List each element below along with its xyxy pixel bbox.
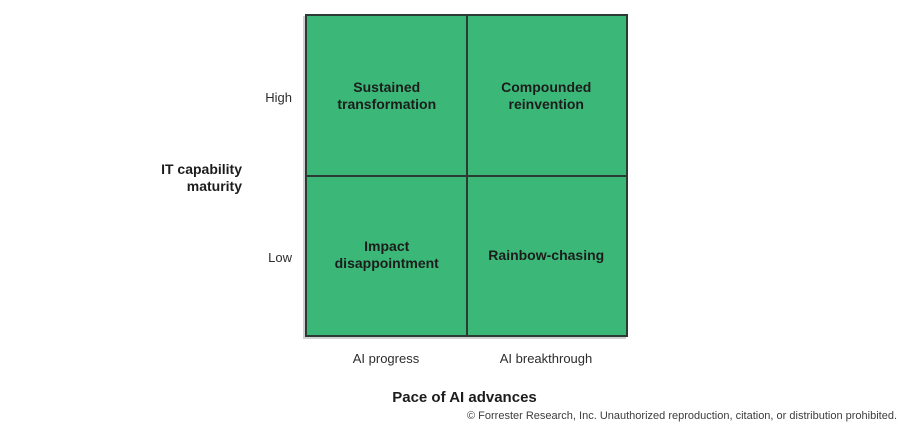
x-axis-title: Pace of AI advances	[392, 389, 537, 406]
quadrant-top-left-label: Sustained transformation	[337, 78, 437, 112]
y-axis-tick-high: High	[265, 90, 292, 105]
quadrant-matrix: Sustained transformation Compounded rein…	[305, 14, 628, 337]
quadrant-top-right: Compounded reinvention	[467, 16, 627, 176]
quadrant-top-right-label: Compounded reinvention	[501, 78, 592, 112]
x-axis-tick-left: AI progress	[352, 351, 420, 366]
horizontal-divider-line	[307, 174, 626, 177]
quadrant-top-left: Sustained transformation	[307, 16, 467, 176]
y-axis-tick-low: Low	[268, 250, 292, 265]
y-axis-title: IT capability maturity	[161, 161, 242, 194]
quadrant-bottom-left: Impact disappointment	[307, 176, 467, 336]
quadrant-bottom-left-label: Impact disappointment	[334, 238, 439, 272]
quadrant-bottom-right-label: Rainbow-chasing	[488, 246, 605, 263]
quadrant-bottom-right: Rainbow-chasing	[467, 176, 627, 336]
x-axis-tick-right: AI breakthrough	[499, 351, 593, 366]
copyright-notice: © Forrester Research, Inc. Unauthorized …	[467, 410, 897, 422]
